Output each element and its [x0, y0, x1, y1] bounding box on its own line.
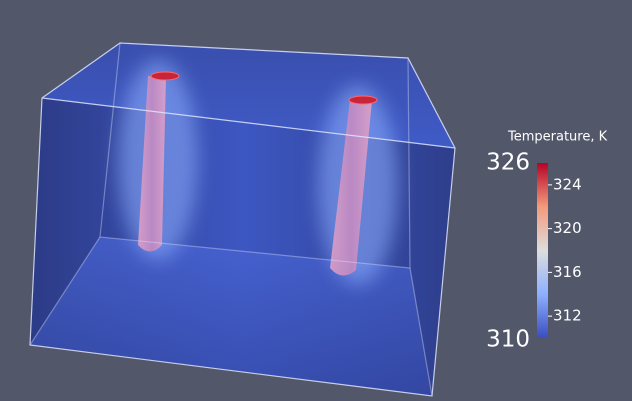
color-bar — [537, 163, 548, 338]
tick-label: 312 — [553, 307, 582, 325]
color-legend: Temperature, K 326 310 312 316 320 324 — [486, 130, 608, 353]
legend-title: Temperature, K — [507, 130, 608, 145]
tick-label: 320 — [553, 219, 582, 237]
domain-box — [30, 43, 455, 396]
viewport: Temperature, K 326 310 312 316 320 324 — [0, 0, 632, 401]
tick-label: 316 — [553, 263, 582, 281]
tick-label: 324 — [553, 175, 582, 193]
range-min: 310 — [486, 327, 530, 353]
range-max: 326 — [486, 150, 530, 176]
